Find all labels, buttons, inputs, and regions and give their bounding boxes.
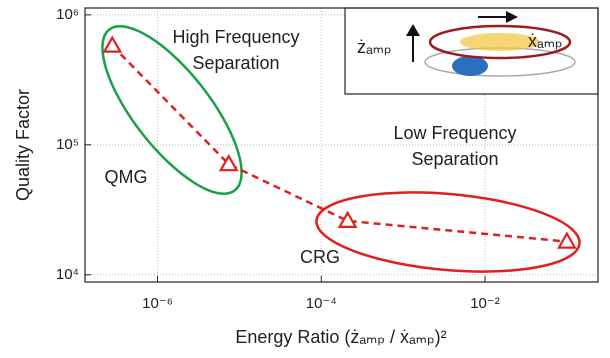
inset-z-label: żₐₘₚ (357, 37, 392, 57)
x-tick-label: 10⁻⁴ (306, 295, 337, 312)
annotation: High Frequency (172, 27, 299, 47)
x-tick-label: 10⁻² (470, 295, 500, 312)
y-tick-label: 10⁵ (56, 136, 79, 153)
annotation: Separation (192, 53, 279, 73)
y-axis-label: Quality Factor (13, 89, 33, 201)
annotation: Separation (411, 149, 498, 169)
annotation: QMG (105, 167, 148, 187)
disk-core (452, 56, 488, 76)
inset-x-label: ẋₐₘₚ (528, 31, 563, 51)
annotation: CRG (300, 247, 340, 267)
y-tick-label: 10⁴ (56, 266, 79, 283)
y-tick-label: 10⁶ (56, 6, 79, 23)
x-tick-label: 10⁻⁶ (142, 295, 173, 312)
x-axis-label: Energy Ratio (żₐₘₚ / ẋₐₘₚ)² (235, 327, 446, 347)
chart: żₐₘₚ ẋₐₘₚ High Frequency Separation Low … (0, 0, 610, 358)
inset: żₐₘₚ ẋₐₘₚ (345, 8, 598, 94)
annotation: Low Frequency (393, 123, 516, 143)
